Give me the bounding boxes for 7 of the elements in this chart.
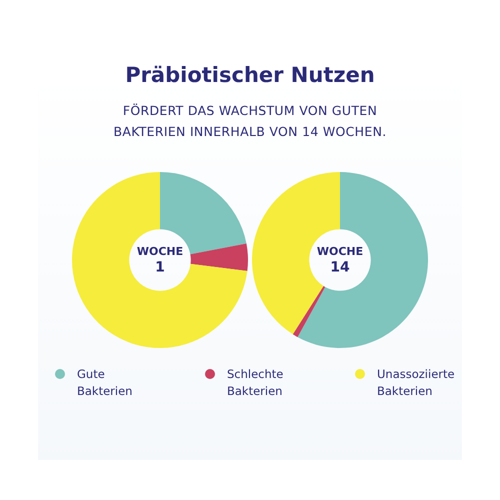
chart-subtitle: FÖRDERT DAS WACHSTUM VON GUTEN BAKTERIEN INNERHALB VON 14 WOCHEN. — [112, 102, 388, 141]
legend-label: Gute Bakterien — [77, 367, 132, 398]
chart-title: Präbiotischer Nutzen — [124, 63, 376, 87]
legend-label: Unassoziierte Bakterien — [377, 367, 455, 398]
text: WOCHE 14 — [316, 244, 364, 276]
legend-label: Schlechte Bakterien — [227, 367, 284, 398]
text: WOCHE 1 — [136, 244, 184, 276]
